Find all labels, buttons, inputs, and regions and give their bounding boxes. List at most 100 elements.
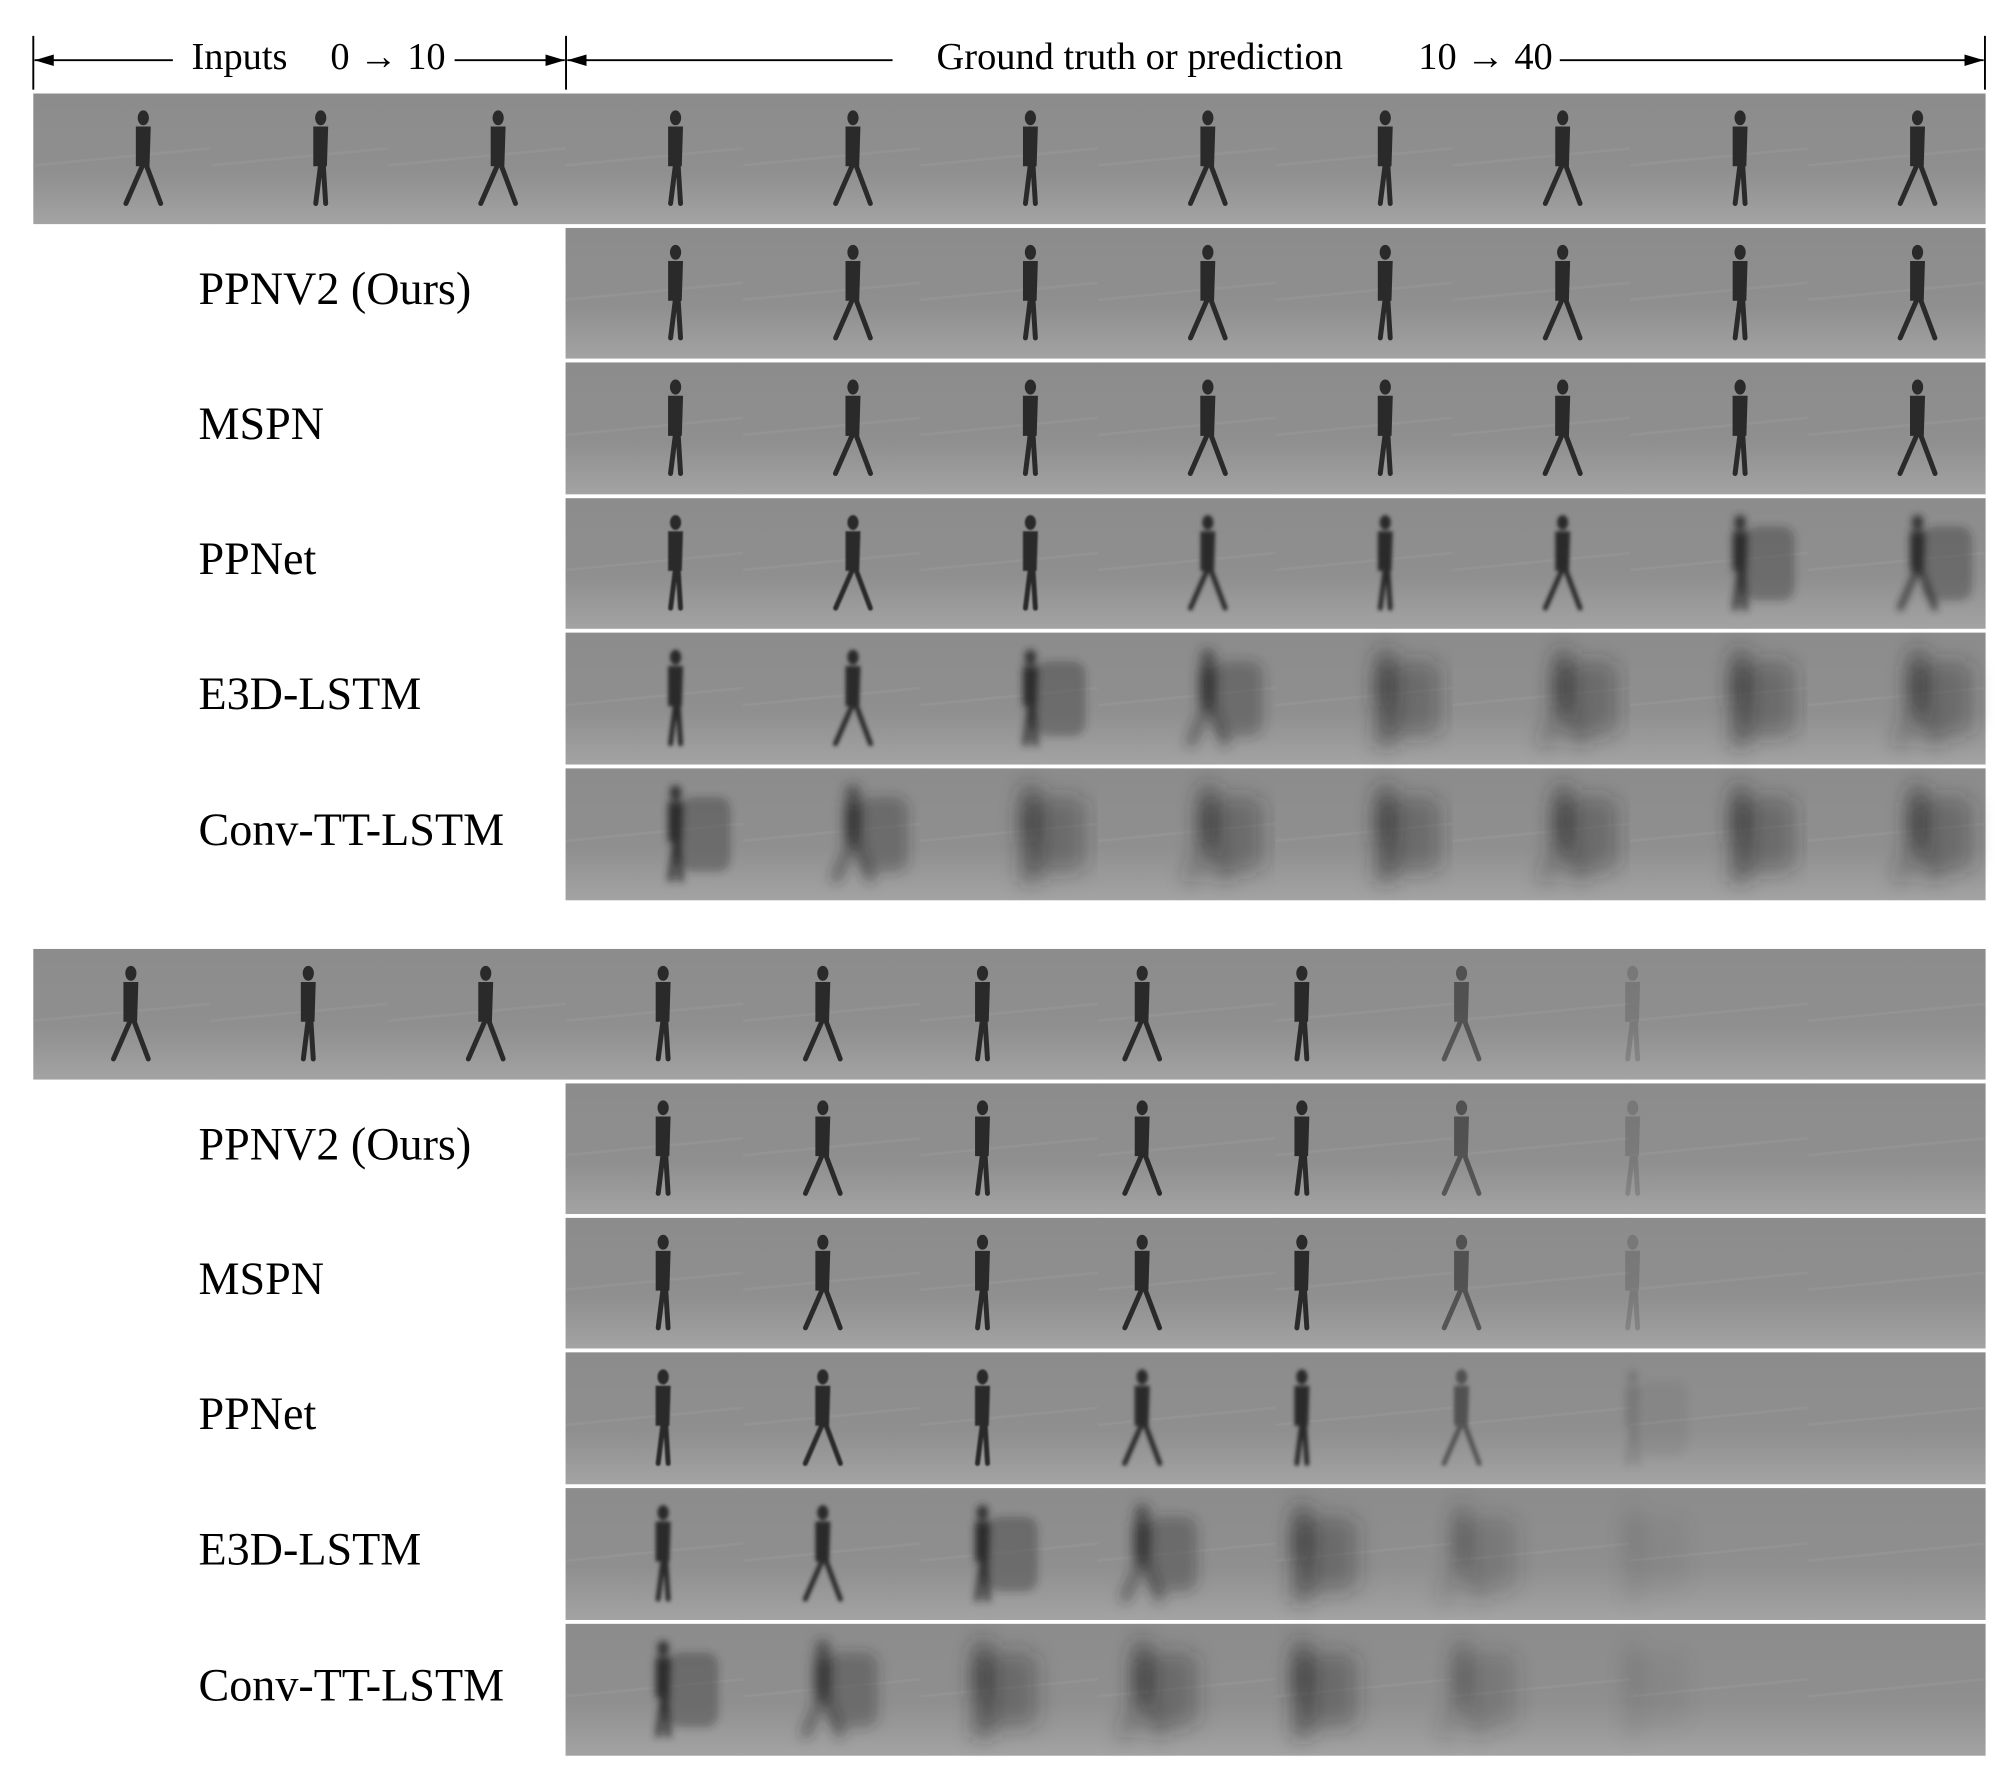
body [1555,531,1571,571]
ground-line [1275,416,1453,437]
frame [742,1623,922,1756]
person [1122,1234,1163,1331]
person [975,1100,990,1196]
person [123,110,164,206]
ground-line [565,1136,744,1157]
ground-line [1452,1271,1631,1291]
ground-line [920,416,1098,437]
legs [1294,1151,1310,1196]
person [1022,244,1038,341]
legs [1187,430,1228,476]
legs [1187,565,1228,611]
body [815,1657,831,1698]
frame [920,1352,1099,1485]
ground-line [920,147,1098,167]
frame-bg [920,93,1099,225]
head [1024,379,1037,395]
frame [742,362,922,495]
legs [802,1016,843,1062]
person [1377,515,1393,611]
person [1625,1234,1641,1331]
frame [1629,362,1809,495]
head [657,1234,669,1250]
person [655,1505,671,1602]
legs [1625,1285,1641,1331]
person [655,1100,671,1196]
head [1627,1369,1639,1385]
frame [920,1623,1099,1756]
body [1555,261,1571,301]
frame [1275,768,1454,901]
frame [1807,1217,1986,1349]
ground-line [920,1002,1098,1023]
smear [1306,1516,1358,1592]
body [1454,1116,1469,1157]
frame [1629,498,1809,629]
frame [1275,498,1454,629]
person [802,1505,843,1602]
frame-bg [1452,1217,1631,1349]
frame-bg [565,948,744,1080]
body [815,1116,831,1157]
head [669,244,682,260]
person [1625,965,1641,1062]
ground-line [1097,1136,1276,1157]
head [976,1369,989,1385]
frame [1452,93,1631,225]
frame [742,1488,922,1620]
person [1022,379,1038,476]
smear [1306,1652,1358,1728]
person [1187,515,1228,611]
body [1377,666,1393,707]
ground-line [1807,1677,1986,1698]
frame [1441,1217,1631,1349]
person [1625,1640,1688,1738]
ground-line [1807,1542,1986,1562]
body [668,126,684,167]
head [1734,244,1746,260]
head [1379,110,1391,126]
head [1557,379,1569,395]
head [669,649,682,665]
head [847,515,859,530]
legs [1377,430,1393,476]
body [1022,261,1038,301]
head [1455,1505,1468,1521]
method-label: E3D-LSTM [198,668,421,719]
person [1377,110,1393,206]
ground-line [1807,147,1986,167]
smear [1147,1516,1198,1592]
frames [33,93,1986,1756]
head [657,1505,669,1521]
ground-line [742,1542,921,1562]
person [668,110,684,206]
person [465,965,506,1062]
head [1136,1234,1148,1250]
head [1202,515,1214,530]
head [1024,244,1036,260]
frame-bg [565,1217,744,1349]
body [1732,801,1748,842]
legs [1122,1420,1163,1466]
person [1542,110,1583,206]
ground-line [210,1002,389,1023]
body [1910,666,1926,707]
person [655,1369,671,1466]
person [1377,649,1441,747]
body [1022,126,1038,167]
body [1134,1116,1150,1157]
frame [742,1083,922,1215]
ground-line [1097,551,1276,572]
smear [987,1652,1038,1728]
person [1441,1100,1482,1196]
legs [655,1285,671,1331]
ground-line [742,1002,921,1023]
frame [565,1488,744,1620]
body [1377,395,1393,436]
head [480,965,492,981]
legs [1732,430,1748,476]
body [1732,261,1748,301]
body [975,1250,990,1291]
frame-bg [210,93,389,225]
frame [1097,632,1276,765]
